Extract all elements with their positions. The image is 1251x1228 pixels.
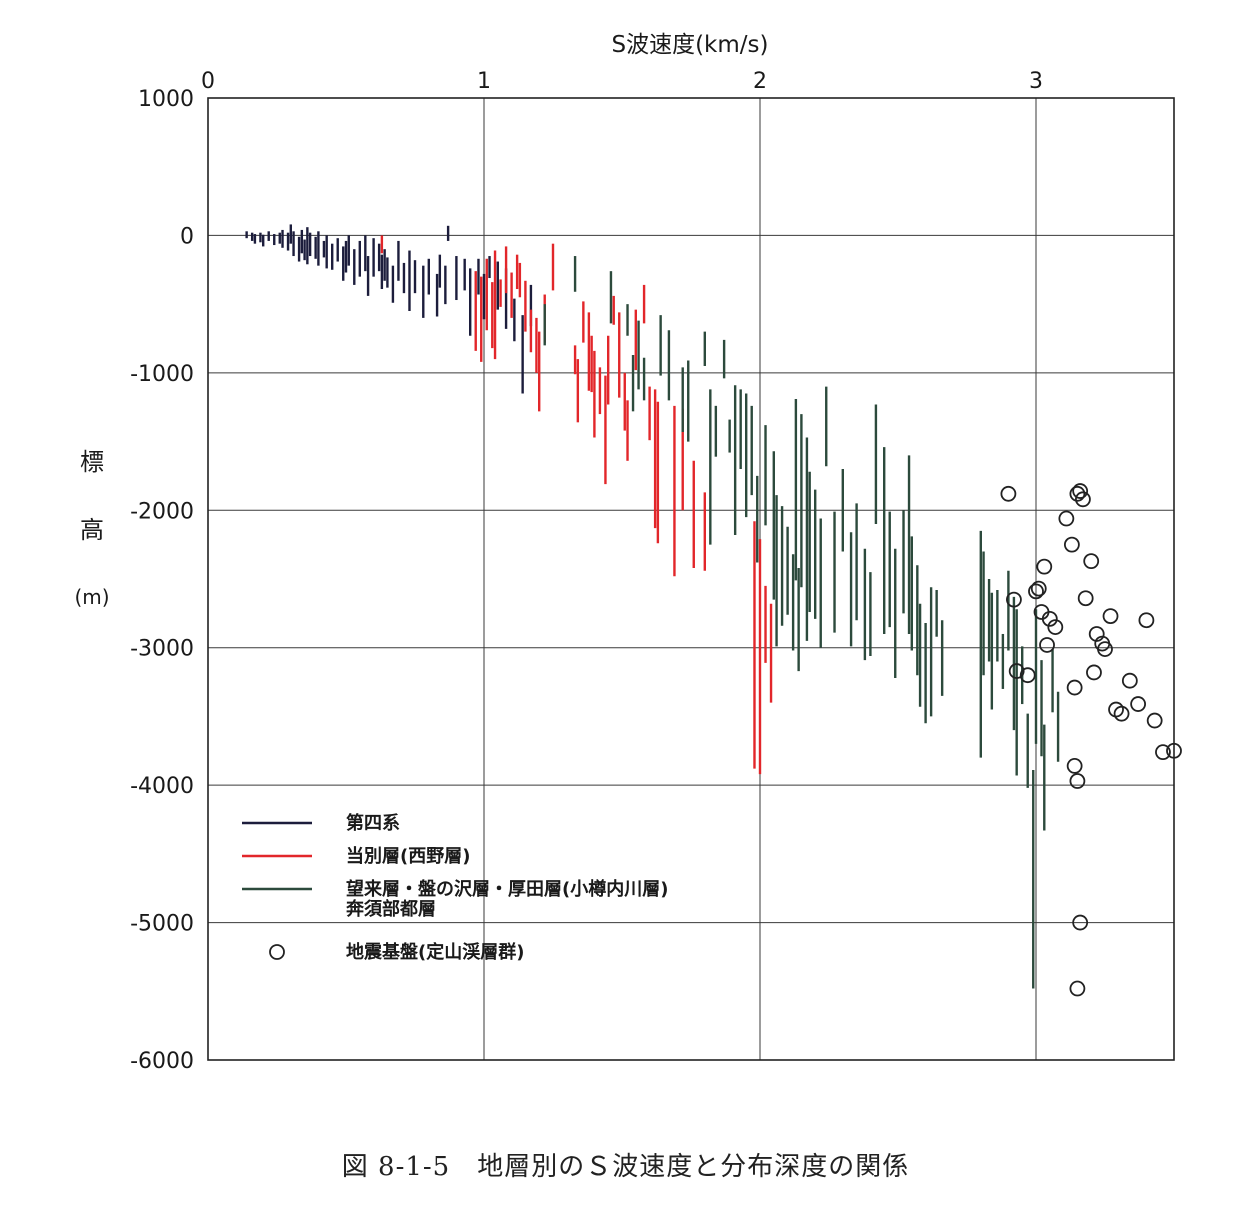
series-1 xyxy=(380,235,773,775)
basement-point-33 xyxy=(1069,773,1086,789)
basement-point-23 xyxy=(1102,608,1119,625)
basement-point-18 xyxy=(1083,553,1100,570)
x-tick-label-3: 3 xyxy=(1029,69,1043,94)
series-0 xyxy=(245,224,533,394)
y-axis-ticks: 1000 0 -1000 -2000 -3000 -4000 -5000 -6000 xyxy=(130,87,194,1074)
y-axis-label-char-2: 高 xyxy=(80,516,104,544)
basement-point-7 xyxy=(1036,558,1053,575)
legend-label-quaternary: 第四系 xyxy=(346,812,400,834)
series-2 xyxy=(543,256,1060,989)
x-tick-label-1: 1 xyxy=(477,69,491,94)
x-tick-label-0: 0 xyxy=(201,69,215,94)
legend-label-tobetsu: 当別層(西野層) xyxy=(346,845,470,867)
basement-point-11 xyxy=(1058,510,1075,527)
legend: 第四系 当別層(西野層) 望来層・盤の沢層・厚田層(小樽内川層) 奔須部都層 地… xyxy=(242,812,675,963)
y-tick-label-5: -4000 xyxy=(130,774,194,799)
series-3 xyxy=(1000,483,1182,997)
basement-point-4 xyxy=(1028,583,1044,600)
basement-point-27 xyxy=(1130,696,1147,712)
basement-point-12 xyxy=(1063,536,1080,553)
basement-point-26 xyxy=(1121,672,1138,689)
legend-label-basement: 地震基盤(定山渓層群) xyxy=(346,941,524,963)
basement-point-9 xyxy=(1041,610,1058,627)
basement-point-20 xyxy=(1088,626,1105,642)
plot-frame xyxy=(207,97,1175,1061)
y-tick-label-6: -5000 xyxy=(130,912,194,937)
basement-point-22 xyxy=(1097,641,1113,657)
basement-point-34 xyxy=(1072,914,1089,931)
plot-series xyxy=(245,224,1182,997)
y-tick-label-4: -3000 xyxy=(130,637,194,662)
basement-point-13 xyxy=(1066,679,1083,696)
basement-point-5 xyxy=(1030,580,1047,597)
basement-point-1 xyxy=(1006,591,1022,608)
basement-point-14 xyxy=(1069,485,1086,502)
y-tick-label-2: -1000 xyxy=(130,362,194,387)
grid xyxy=(208,98,1174,1060)
legend-label-boraigawa: 望来層・盤の沢層・厚田層(小樽内川層) 奔須部都層 xyxy=(345,878,675,920)
basement-point-17 xyxy=(1077,590,1094,607)
basement-point-3 xyxy=(1019,667,1036,684)
x-axis-ticks: 0 1 2 3 xyxy=(201,69,1043,94)
y-axis-label-char-1: 標 xyxy=(80,448,104,476)
basement-point-2 xyxy=(1008,663,1025,679)
basement-point-28 xyxy=(1138,612,1155,629)
figure-caption: 図 8-1-5 地層別のＳ波速度と分布深度の関係 xyxy=(341,1152,910,1182)
basement-point-30 xyxy=(1155,744,1171,761)
x-tick-label-2: 2 xyxy=(753,69,767,94)
basement-point-25 xyxy=(1113,705,1130,722)
x-axis-label: S波速度(km/s) xyxy=(611,32,768,58)
y-tick-label-3: -2000 xyxy=(130,499,194,524)
basement-point-32 xyxy=(1066,758,1083,774)
basement-point-15 xyxy=(1072,483,1089,499)
basement-point-35 xyxy=(1069,980,1086,997)
y-tick-label-7: -6000 xyxy=(130,1049,194,1074)
legend-label-boraigawa-line2: 奔須部都層 xyxy=(345,898,436,920)
y-tick-label-1: 0 xyxy=(180,224,194,249)
y-tick-label-0: 1000 xyxy=(138,87,194,112)
legend-marker-basement xyxy=(269,944,285,960)
basement-point-29 xyxy=(1146,712,1163,729)
basement-point-0 xyxy=(1000,485,1017,502)
basement-point-19 xyxy=(1086,664,1102,681)
basement-point-8 xyxy=(1039,637,1055,653)
basement-point-16 xyxy=(1075,491,1091,508)
basement-point-10 xyxy=(1047,619,1064,635)
legend-label-boraigawa-line1: 望来層・盤の沢層・厚田層(小樽内川層) xyxy=(346,878,668,900)
y-axis-unit: (m) xyxy=(74,585,109,609)
